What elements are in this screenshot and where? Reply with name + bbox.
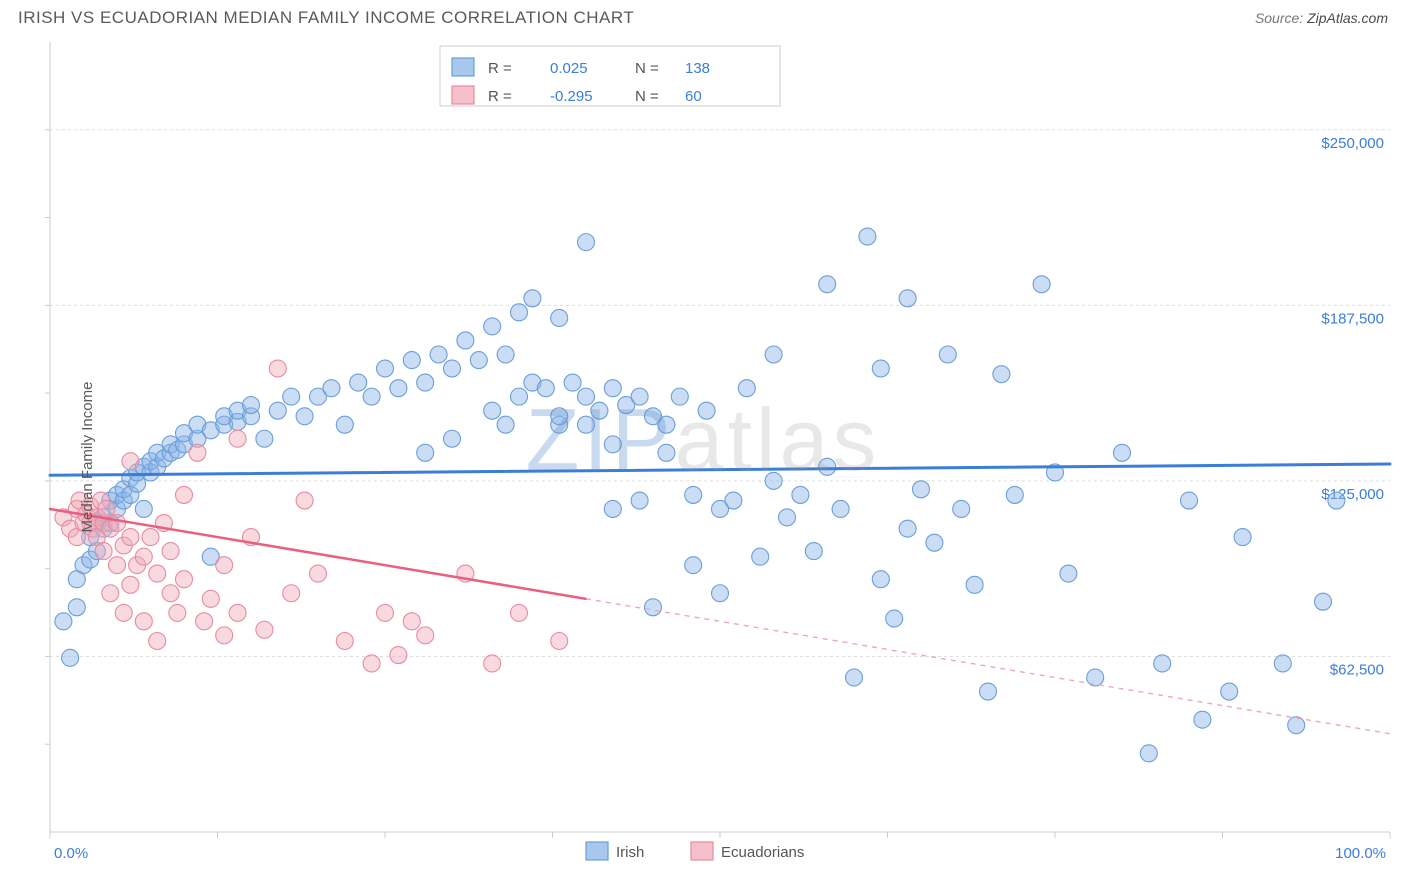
chart-header: IRISH VS ECUADORIAN MEDIAN FAMILY INCOME… bbox=[0, 0, 1406, 32]
svg-text:-0.295: -0.295 bbox=[550, 88, 593, 105]
svg-text:$187,500: $187,500 bbox=[1321, 310, 1384, 327]
svg-text:N =: N = bbox=[635, 88, 659, 105]
chart-container: Median Family Income ZIPatlas $62,500$12… bbox=[0, 32, 1406, 882]
y-axis-label: Median Family Income bbox=[79, 382, 96, 533]
svg-text:Irish: Irish bbox=[616, 844, 644, 861]
svg-text:N =: N = bbox=[635, 60, 659, 77]
source-label: Source: bbox=[1255, 10, 1303, 26]
svg-text:60: 60 bbox=[685, 88, 702, 105]
svg-text:0.025: 0.025 bbox=[550, 60, 588, 77]
source-value: ZipAtlas.com bbox=[1307, 10, 1388, 26]
chart-source: Source: ZipAtlas.com bbox=[1255, 10, 1388, 26]
scatter-chart: $62,500$125,000$187,500$250,0000.0%100.0… bbox=[0, 32, 1406, 882]
chart-title: IRISH VS ECUADORIAN MEDIAN FAMILY INCOME… bbox=[18, 8, 634, 28]
svg-text:R =: R = bbox=[488, 88, 512, 105]
svg-text:Ecuadorians: Ecuadorians bbox=[721, 844, 804, 861]
svg-text:138: 138 bbox=[685, 60, 710, 77]
svg-text:$250,000: $250,000 bbox=[1321, 135, 1384, 152]
svg-text:R =: R = bbox=[488, 60, 512, 77]
svg-text:0.0%: 0.0% bbox=[54, 845, 88, 862]
svg-text:100.0%: 100.0% bbox=[1335, 845, 1386, 862]
svg-text:$62,500: $62,500 bbox=[1330, 661, 1384, 678]
